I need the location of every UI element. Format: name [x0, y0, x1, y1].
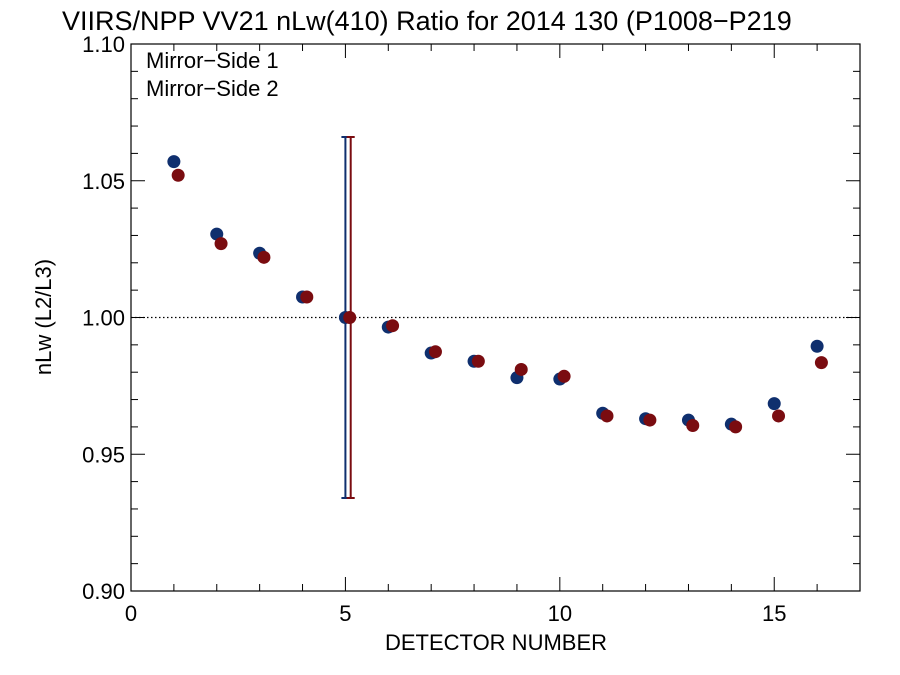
y-tick-label: 1.05: [82, 169, 125, 194]
point-series-2-detector-12: [643, 413, 657, 427]
x-tick-label: 0: [125, 601, 137, 626]
point-series-2-detector-9: [514, 362, 528, 376]
point-series-2-detector-1: [171, 168, 185, 182]
y-axis-tick-labels: 0.90 0.95 1.00 1.05 1.10: [82, 32, 125, 604]
x-tick-label: 10: [548, 601, 572, 626]
point-series-2-detector-13: [686, 419, 700, 433]
x-tick-label: 5: [339, 601, 351, 626]
point-series-2-detector-6: [386, 319, 400, 333]
point-series-2-detector-4: [300, 290, 314, 304]
data-points: [167, 155, 828, 434]
point-series-2-detector-7: [428, 345, 442, 359]
legend-item-mirror-side-2: Mirror−Side 2: [146, 76, 279, 101]
x-axis-tick-labels: 0 5 10 15: [125, 601, 787, 626]
x-axis-ticks: [130, 44, 861, 591]
y-axis-ticks: [131, 43, 860, 592]
point-series-2-detector-3: [257, 250, 271, 264]
point-series-2-detector-11: [600, 409, 614, 423]
chart-title: VIIRS/NPP VV21 nLw(410) Ratio for 2014 1…: [62, 6, 792, 36]
y-tick-label: 1.00: [82, 306, 125, 331]
point-series-2-detector-10: [557, 369, 571, 383]
y-tick-label: 0.95: [82, 442, 125, 467]
legend-item-mirror-side-1: Mirror−Side 1: [146, 48, 279, 73]
point-series-2-detector-16: [814, 356, 828, 370]
y-tick-label: 0.90: [82, 579, 125, 604]
y-tick-label: 1.10: [82, 32, 125, 57]
point-series-1-detector-1: [167, 155, 181, 169]
point-series-2-detector-8: [471, 354, 485, 368]
x-tick-label: 15: [762, 601, 786, 626]
point-series-2-detector-5: [343, 311, 357, 324]
point-series-2-detector-15: [772, 409, 786, 423]
y-axis-label: nLw (L2/L3): [31, 259, 56, 375]
point-series-1-detector-15: [767, 397, 781, 411]
point-series-1-detector-16: [810, 339, 824, 353]
point-series-2-detector-14: [729, 420, 743, 434]
x-axis-label: DETECTOR NUMBER: [385, 630, 607, 655]
point-series-2-detector-2: [214, 237, 228, 251]
